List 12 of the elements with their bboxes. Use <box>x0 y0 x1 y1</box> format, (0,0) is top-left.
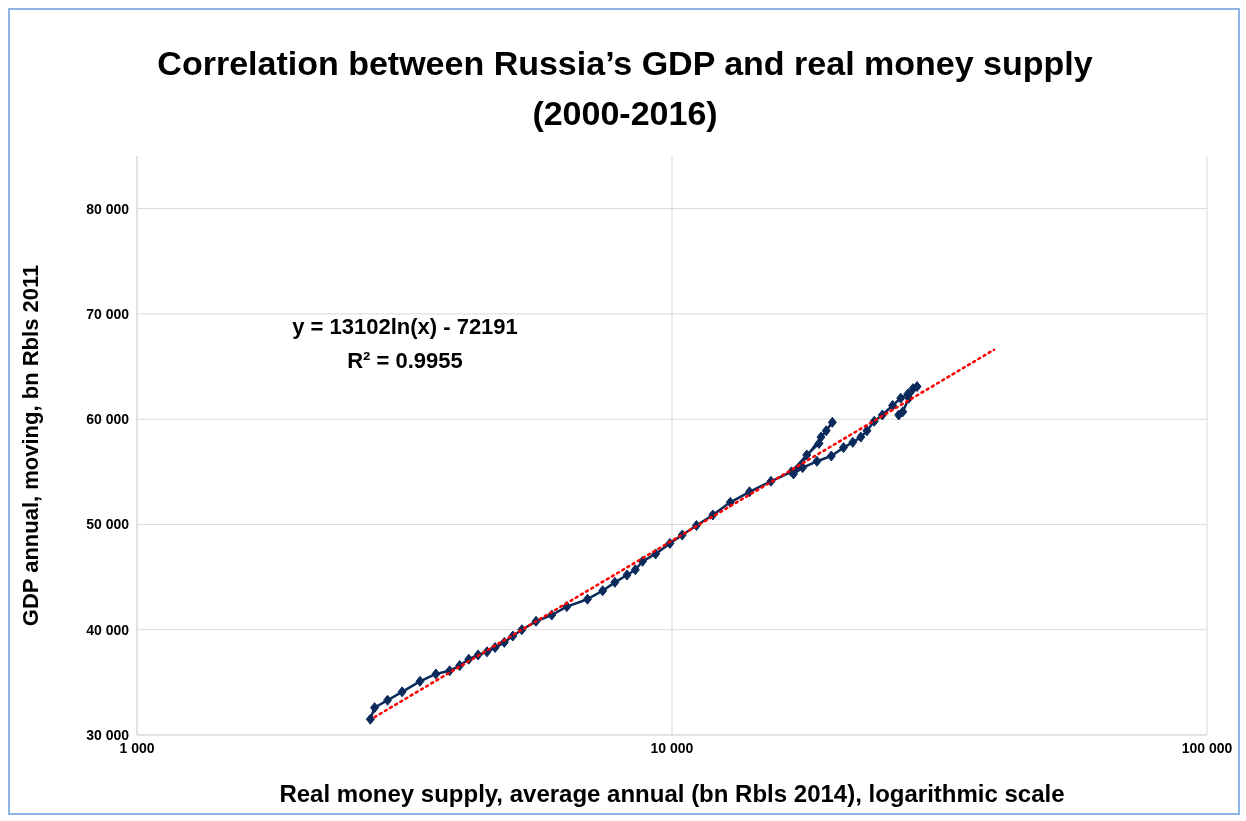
y-tick-label: 60 000 <box>86 411 130 428</box>
y-tick-label: 40 000 <box>86 621 130 638</box>
x-tick-label: 10 000 <box>650 739 694 756</box>
chart-title: Correlation between Russia’s GDP and real money supply (2000-2016) <box>156 43 1094 134</box>
y-tick-label: 70 000 <box>86 305 130 322</box>
y-axis-title: GDP annual, moving, bn Rbls 2011 <box>17 264 43 627</box>
x-tick-label: 100 000 <box>1181 739 1233 756</box>
annotation: y = 13102ln(x) - 72191 <box>291 313 519 341</box>
x-axis-title: Real money supply, average annual (bn Rbls 2014), logarithmic scale <box>279 780 1065 807</box>
y-tick-label: 80 000 <box>86 200 130 217</box>
y-tick-label: 50 000 <box>86 516 130 533</box>
annotation: R² = 0.9955 <box>346 347 464 375</box>
